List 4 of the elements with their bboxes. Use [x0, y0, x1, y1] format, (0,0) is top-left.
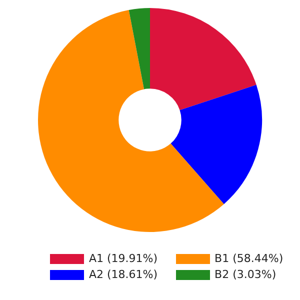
legend-label: A1 (19.91%): [89, 252, 158, 265]
legend-label: A2 (18.61%): [89, 268, 158, 281]
legend-label: B1 (58.44%): [214, 252, 284, 265]
legend-label: B2 (3.03%): [214, 268, 276, 281]
